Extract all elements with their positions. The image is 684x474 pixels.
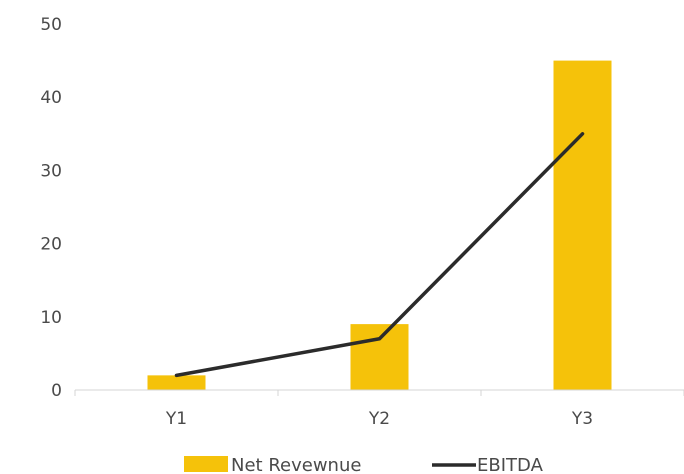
x-axis-labels: Y1 Y2 Y3: [165, 409, 593, 429]
x-axis-tickmarks: [74, 390, 684, 396]
legend: Net Revewnue EBITDA: [184, 455, 544, 474]
x-tick-label: Y1: [165, 409, 187, 429]
line-series: [174, 132, 585, 378]
x-tick-label: Y2: [368, 409, 390, 429]
bar: [147, 375, 206, 390]
y-tick-label: 40: [40, 88, 62, 108]
y-tick-label: 30: [40, 161, 62, 181]
line-ebitda: [174, 132, 585, 378]
y-tick-label: 0: [51, 381, 62, 401]
y-tick-label: 50: [40, 15, 62, 35]
y-tick-label: 20: [40, 235, 62, 255]
y-tick-label: 10: [40, 308, 62, 328]
bar: [350, 324, 409, 390]
legend-swatch-bar: [184, 456, 228, 472]
bar: [553, 60, 612, 390]
bar-series: [147, 60, 612, 390]
y-axis-ticks: 0 10 20 30 40 50: [40, 15, 62, 401]
x-tick-label: Y3: [571, 409, 593, 429]
legend-label-bar: Net Revewnue: [231, 455, 361, 474]
legend-label-line: EBITDA: [477, 455, 544, 474]
